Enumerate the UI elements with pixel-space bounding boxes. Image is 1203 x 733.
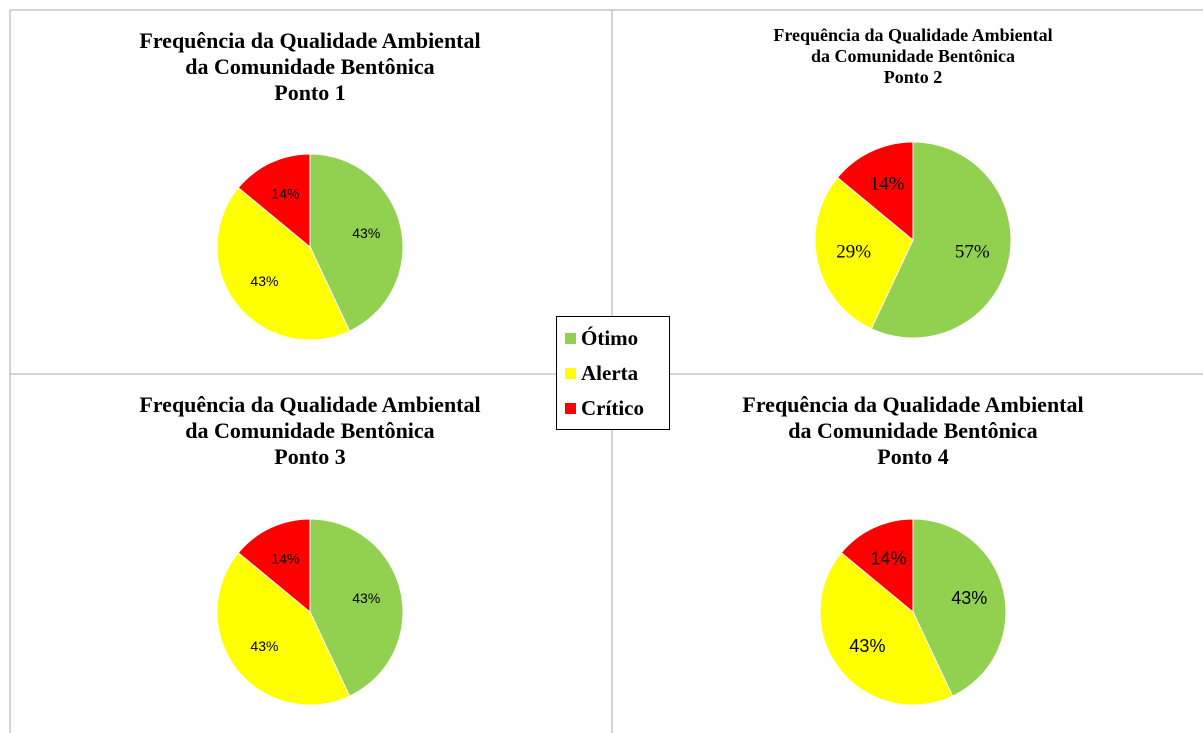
pie-slice bbox=[216, 187, 351, 341]
pie-slice bbox=[237, 153, 311, 249]
legend-label: Crítico bbox=[581, 396, 644, 420]
data-label: 57% bbox=[955, 242, 990, 263]
chart-title: Frequência da Qualidade Ambiental da Com… bbox=[139, 392, 481, 469]
data-label: 43% bbox=[352, 590, 380, 606]
legend-item: Ótimo bbox=[565, 321, 669, 356]
pie-slice bbox=[309, 518, 404, 697]
legend-item: Alerta bbox=[565, 356, 669, 391]
legend: Ótimo Alerta Crítico bbox=[556, 316, 670, 430]
pie-slice bbox=[836, 141, 914, 242]
pie-slice bbox=[840, 518, 914, 614]
legend-swatch bbox=[565, 368, 576, 379]
data-label: 14% bbox=[870, 173, 905, 194]
data-label: 43% bbox=[849, 636, 885, 656]
data-label: 43% bbox=[250, 273, 278, 289]
chart-title: Frequência da Qualidade Ambiental da Com… bbox=[139, 28, 481, 105]
data-label: 43% bbox=[951, 588, 987, 608]
data-label: 14% bbox=[271, 551, 299, 567]
data-label: 29% bbox=[836, 242, 871, 263]
pie-slice bbox=[912, 518, 1007, 697]
pie-slice bbox=[216, 552, 351, 706]
chart-title: Frequência da Qualidade Ambiental da Com… bbox=[742, 392, 1084, 469]
pie-slice bbox=[237, 518, 311, 614]
data-label: 43% bbox=[352, 225, 380, 241]
pie-slice bbox=[309, 153, 404, 332]
data-label: 14% bbox=[271, 186, 299, 202]
legend-swatch bbox=[565, 403, 576, 414]
legend-item: Crítico bbox=[565, 391, 669, 426]
pie-slice bbox=[819, 552, 954, 706]
data-label: 43% bbox=[250, 638, 278, 654]
legend-label: Ótimo bbox=[581, 326, 639, 350]
legend-swatch bbox=[565, 333, 576, 344]
pie-slice bbox=[814, 176, 914, 330]
chart-title: Frequência da Qualidade Ambiental da Com… bbox=[773, 25, 1053, 88]
data-label: 14% bbox=[870, 549, 906, 569]
pie-slice bbox=[870, 141, 1012, 339]
legend-label: Alerta bbox=[581, 361, 639, 385]
